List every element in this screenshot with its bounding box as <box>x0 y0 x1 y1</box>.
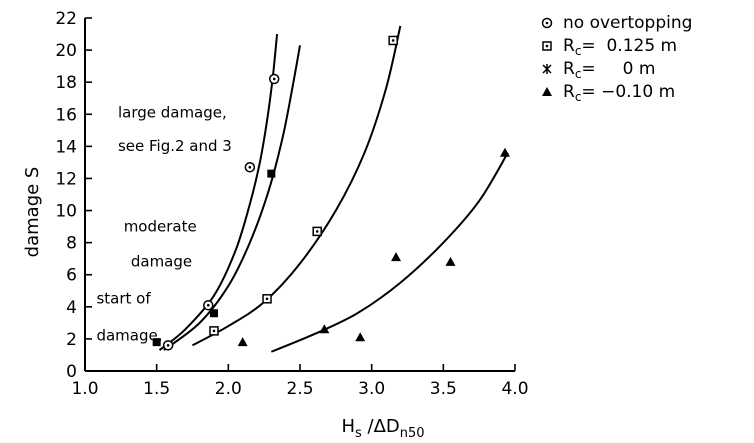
annotation-label: see Fig.2 and 3 <box>118 137 232 155</box>
axes <box>84 18 515 372</box>
data-point <box>312 226 322 237</box>
y-tick-label: 18 <box>55 73 77 93</box>
y-tick-label: 2 <box>66 330 77 350</box>
x-tick-label: 1.5 <box>143 379 170 399</box>
ticks: 1.0 1.5 2.0 2.5 3.0 3.5 4.0 0 2 4 6 8 10 12 14 16 18 20 22 <box>55 9 528 399</box>
x-axis-title: Hs /ΔDn50 <box>341 416 424 441</box>
fit-curve <box>163 45 301 351</box>
data-point <box>152 338 161 347</box>
x-tick-label: 4.0 <box>501 379 528 399</box>
x-tick-label: 3.0 <box>358 379 385 399</box>
data-point <box>209 326 219 336</box>
legend-label: no overtopping <box>563 13 692 33</box>
fit-curve <box>270 152 509 353</box>
annotations: large damage, see Fig.2 and 3 moderate dama… <box>96 103 231 344</box>
data-point <box>237 337 248 347</box>
y-axis-title: damage S <box>22 167 43 258</box>
legend-marker <box>542 64 552 74</box>
legend-label: Rc= 0.125 m <box>563 36 677 58</box>
data-point <box>445 256 456 266</box>
annotation-label: damage, <box>96 327 162 345</box>
data-point <box>499 147 510 157</box>
data-point <box>355 332 366 342</box>
fit-curves <box>158 25 509 353</box>
y-tick-label: 12 <box>55 169 77 189</box>
y-tick-label: 22 <box>55 9 77 29</box>
y-tick-label: 20 <box>55 41 77 61</box>
y-tick-label: 0 <box>66 362 77 382</box>
data-points <box>152 35 510 351</box>
y-tick-label: 10 <box>55 202 77 222</box>
annotation-label: moderate <box>124 217 197 235</box>
legend-marker <box>541 17 553 29</box>
fit-curve <box>192 25 402 347</box>
x-tick-label: 1.0 <box>71 379 98 399</box>
x-tick-label: 2.0 <box>215 379 242 399</box>
data-point <box>210 309 218 318</box>
legend-marker <box>542 87 552 96</box>
x-tick-label: 2.5 <box>286 379 313 399</box>
fit-curve <box>158 33 279 351</box>
legend: no overtopping Rc= 0.125 mRc= 0 mRc= −0.1… <box>541 13 692 104</box>
data-point <box>262 294 272 304</box>
data-point <box>388 35 398 46</box>
data-point <box>203 299 214 311</box>
annotation-label: large damage, <box>118 103 227 121</box>
legend-label: Rc= −0.10 m <box>563 82 675 104</box>
y-tick-label: 16 <box>55 105 77 125</box>
data-point <box>244 161 256 173</box>
y-tick-label: 4 <box>66 298 77 318</box>
y-tick-label: 8 <box>66 234 77 254</box>
legend-label: Rc= 0 m <box>563 59 655 81</box>
data-point <box>391 252 402 262</box>
y-tick-label: 6 <box>66 266 77 286</box>
annotation-label: damage <box>131 253 192 271</box>
y-tick-label: 14 <box>55 137 77 157</box>
data-point <box>319 324 330 334</box>
annotation-label: start of <box>96 290 151 308</box>
x-tick-label: 3.5 <box>430 379 457 399</box>
data-point <box>268 73 280 85</box>
data-point <box>162 340 174 351</box>
data-point <box>267 169 276 178</box>
legend-marker <box>542 41 552 51</box>
